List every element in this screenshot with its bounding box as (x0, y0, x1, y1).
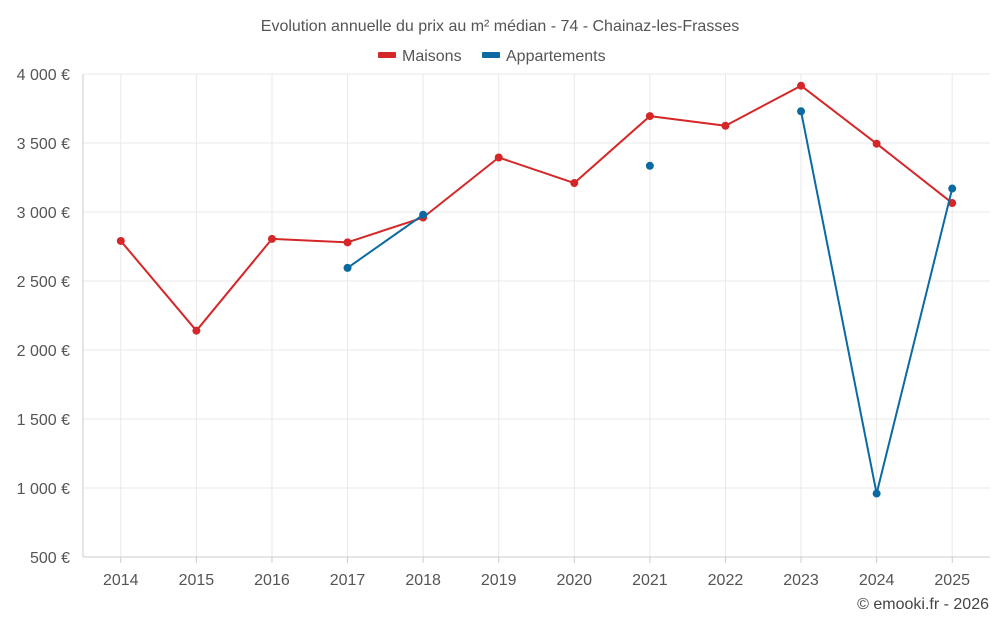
data-point-appartements-2023[interactable] (797, 107, 806, 116)
chart-title: Evolution annuelle du prix au m² médian … (261, 18, 739, 35)
legend-item-maisons[interactable]: Maisons (378, 48, 462, 65)
series-line-segment (346, 213, 425, 269)
data-point-maisons-2020[interactable] (570, 179, 579, 188)
series-line-segment (800, 84, 878, 145)
data-point-maisons-2015[interactable] (192, 326, 201, 335)
series-line-segment (800, 110, 878, 495)
legend-swatch (482, 52, 500, 58)
y-tick-label: 3 000 € (17, 205, 70, 222)
y-tick-label: 3 500 € (17, 136, 70, 153)
x-tick-label: 2022 (708, 572, 744, 589)
series-line-segment (875, 142, 954, 205)
series-layer (116, 81, 957, 498)
x-tick-label: 2019 (481, 572, 517, 589)
axes: 500 € 1 000 € 1 500 € 2 000 € 2 500 € 3 000 €… (17, 67, 990, 589)
series-appartements (343, 107, 957, 498)
series-line-segment (119, 239, 198, 332)
legend-item-appartements[interactable]: Appartements (482, 48, 606, 65)
data-point-maisons-2025[interactable] (948, 199, 957, 208)
y-tick-label: 2 000 € (17, 343, 70, 360)
data-point-maisons-2016[interactable] (267, 234, 276, 243)
x-tick-label: 2024 (859, 572, 895, 589)
x-tick-label: 2020 (556, 572, 592, 589)
series-line-segment (648, 115, 727, 127)
x-tick-label: 2021 (632, 572, 668, 589)
legend: Maisons Appartements (378, 48, 606, 65)
series-line-segment (270, 237, 349, 244)
data-point-appartements-2025[interactable] (948, 184, 957, 193)
series-line-segment (875, 187, 954, 495)
data-point-maisons-2014[interactable] (116, 236, 125, 245)
x-tick-label: 2014 (103, 572, 139, 589)
series-line-segment (724, 84, 803, 127)
x-tick-label: 2017 (330, 572, 366, 589)
legend-swatch (378, 52, 396, 58)
series-maisons (116, 81, 957, 335)
x-tick-label: 2023 (783, 572, 819, 589)
data-point-appartements-2018[interactable] (419, 210, 428, 219)
series-line-segment (422, 156, 500, 219)
data-point-appartements-2017[interactable] (343, 263, 352, 272)
y-tick-label: 1 500 € (17, 412, 70, 429)
x-tick-label: 2015 (179, 572, 215, 589)
data-point-maisons-2024[interactable] (872, 139, 881, 148)
data-point-appartements-2024[interactable] (872, 489, 881, 498)
y-tick-label: 1 000 € (17, 481, 70, 498)
series-line-segment (195, 237, 273, 332)
series-line-segment (573, 115, 651, 185)
data-point-appartements-2021[interactable] (645, 161, 654, 170)
x-tick-label: 2025 (934, 572, 970, 589)
y-tick-label: 4 000 € (17, 67, 70, 84)
data-point-maisons-2023[interactable] (797, 81, 806, 90)
series-line-segment (346, 216, 425, 244)
x-tick-label: 2018 (405, 572, 441, 589)
legend-label: Maisons (402, 48, 462, 65)
data-point-maisons-2021[interactable] (645, 112, 654, 121)
x-tick-label: 2016 (254, 572, 290, 589)
data-point-maisons-2022[interactable] (721, 121, 730, 130)
legend-label: Appartements (506, 48, 606, 65)
grid (83, 73, 990, 558)
data-point-maisons-2017[interactable] (343, 238, 352, 247)
data-point-maisons-2019[interactable] (494, 153, 503, 162)
y-tick-label: 500 € (30, 550, 70, 567)
series-line-segment (497, 156, 576, 185)
y-tick-label: 2 500 € (17, 274, 70, 291)
credit-text: © emooki.fr - 2026 (857, 596, 989, 613)
